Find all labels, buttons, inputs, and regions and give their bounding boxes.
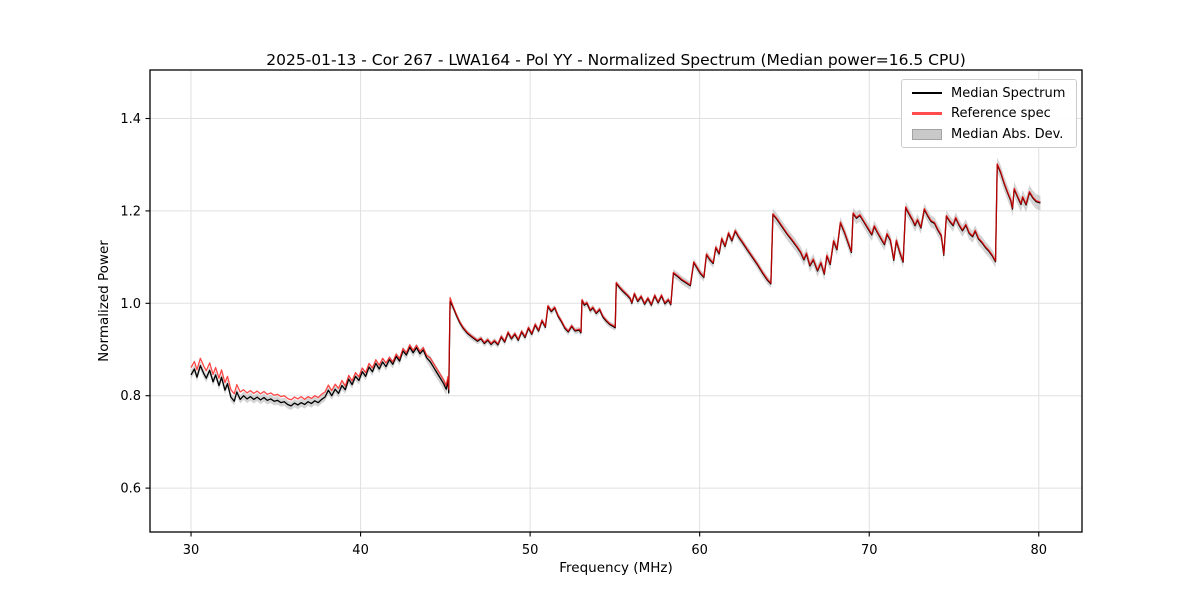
x-tick-label: 70 — [861, 543, 878, 558]
y-tick-label: 1.0 — [120, 297, 141, 312]
legend-label-reference-spec: Reference spec — [951, 106, 1051, 121]
legend-item-median-abs-dev: Median Abs. Dev. — [902, 125, 1076, 144]
y-axis-label: Normalized Power — [96, 240, 112, 362]
legend-item-median-spectrum: Median Spectrum — [902, 84, 1076, 103]
x-tick-label: 40 — [352, 543, 369, 558]
reference-spec-line-swatch — [912, 112, 942, 115]
legend: Median Spectrum Reference spec Median Ab… — [901, 79, 1077, 148]
median-abs-dev-patch-swatch — [912, 128, 942, 140]
x-tick-label: 80 — [1030, 543, 1047, 558]
x-tick-label: 60 — [691, 543, 708, 558]
y-tick-label: 1.2 — [120, 204, 141, 219]
reference-spec-line — [190, 163, 1041, 401]
legend-label-median-spectrum: Median Spectrum — [951, 85, 1066, 101]
x-tick-label: 50 — [522, 543, 539, 558]
legend-item-reference-spec: Reference spec — [902, 104, 1076, 123]
x-axis-label: Frequency (MHz) — [559, 560, 673, 576]
median-spectrum-line-swatch — [912, 91, 942, 95]
tick-labels: 30 40 50 60 70 80 0.6 0.8 1.0 1.2 1.4 — [120, 112, 1047, 558]
chart-title: 2025-01-13 - Cor 267 - LWA164 - Pol YY -… — [266, 51, 966, 69]
axes-border — [149, 69, 1083, 533]
legend-label-median-abs-dev: Median Abs. Dev. — [951, 126, 1064, 142]
x-tick-label: 30 — [183, 543, 200, 558]
y-tick-label: 1.4 — [120, 112, 141, 127]
y-tick-label: 0.8 — [120, 389, 141, 404]
y-tick-label: 0.6 — [120, 482, 141, 497]
